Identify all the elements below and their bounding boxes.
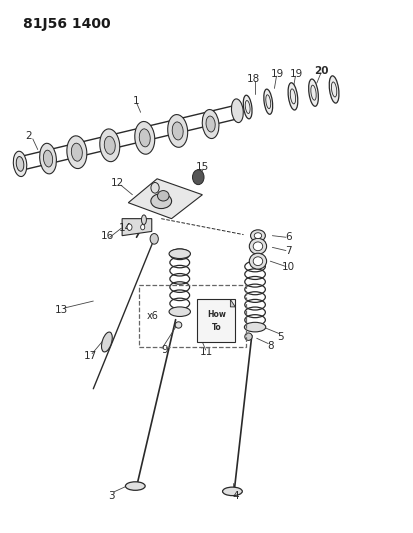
Ellipse shape: [157, 191, 169, 201]
Text: 7: 7: [285, 246, 292, 255]
Ellipse shape: [16, 157, 24, 171]
Ellipse shape: [309, 79, 318, 106]
Ellipse shape: [172, 122, 183, 140]
Ellipse shape: [141, 224, 145, 230]
Ellipse shape: [102, 332, 112, 352]
Ellipse shape: [100, 129, 120, 161]
Ellipse shape: [254, 233, 262, 239]
Ellipse shape: [329, 76, 339, 103]
Text: 17: 17: [84, 351, 97, 361]
Text: 20: 20: [315, 66, 329, 76]
Ellipse shape: [126, 482, 145, 490]
Text: 10: 10: [282, 262, 295, 271]
Ellipse shape: [206, 116, 215, 132]
Ellipse shape: [139, 129, 150, 147]
Text: 18: 18: [247, 75, 260, 84]
Ellipse shape: [151, 182, 159, 193]
Ellipse shape: [175, 322, 182, 328]
Ellipse shape: [104, 136, 115, 154]
Text: 4: 4: [232, 491, 239, 501]
Ellipse shape: [135, 122, 155, 154]
Text: How: How: [207, 310, 226, 319]
Text: 3: 3: [108, 491, 114, 501]
Ellipse shape: [253, 257, 263, 265]
Ellipse shape: [231, 99, 243, 123]
Polygon shape: [122, 219, 152, 236]
Ellipse shape: [264, 89, 273, 114]
Text: To: To: [211, 322, 221, 332]
Text: 11: 11: [200, 346, 213, 357]
Ellipse shape: [71, 143, 82, 161]
Ellipse shape: [245, 333, 252, 341]
FancyBboxPatch shape: [197, 300, 235, 342]
Text: 19: 19: [290, 69, 303, 79]
Ellipse shape: [168, 115, 188, 147]
Text: 14: 14: [119, 223, 132, 233]
Ellipse shape: [244, 322, 266, 332]
Ellipse shape: [67, 136, 87, 168]
Text: 9: 9: [161, 345, 168, 356]
Ellipse shape: [43, 150, 52, 167]
Ellipse shape: [127, 224, 132, 230]
Ellipse shape: [151, 193, 171, 208]
Text: 8: 8: [267, 341, 273, 351]
Circle shape: [192, 169, 204, 184]
Text: 2: 2: [25, 131, 32, 141]
Bar: [139, 285, 246, 348]
Text: 5: 5: [277, 332, 284, 342]
Text: 13: 13: [55, 305, 68, 315]
Ellipse shape: [169, 249, 190, 259]
Ellipse shape: [253, 242, 263, 251]
Ellipse shape: [223, 487, 242, 496]
Ellipse shape: [251, 230, 266, 241]
Ellipse shape: [243, 95, 252, 119]
Polygon shape: [128, 179, 202, 219]
Ellipse shape: [288, 83, 298, 110]
Text: 6: 6: [285, 232, 292, 243]
Text: 81J56 1400: 81J56 1400: [23, 17, 111, 30]
Ellipse shape: [40, 143, 57, 174]
Text: 15: 15: [196, 161, 209, 172]
Ellipse shape: [13, 151, 27, 176]
Ellipse shape: [142, 215, 146, 224]
Ellipse shape: [202, 109, 219, 139]
Ellipse shape: [249, 238, 267, 254]
Circle shape: [150, 233, 158, 244]
Text: 1: 1: [133, 95, 140, 106]
Ellipse shape: [249, 253, 267, 269]
Text: x6: x6: [147, 311, 159, 321]
Polygon shape: [230, 300, 235, 307]
Text: 19: 19: [271, 69, 284, 79]
Text: 16: 16: [101, 231, 114, 241]
Text: 12: 12: [111, 177, 124, 188]
Ellipse shape: [169, 307, 190, 317]
